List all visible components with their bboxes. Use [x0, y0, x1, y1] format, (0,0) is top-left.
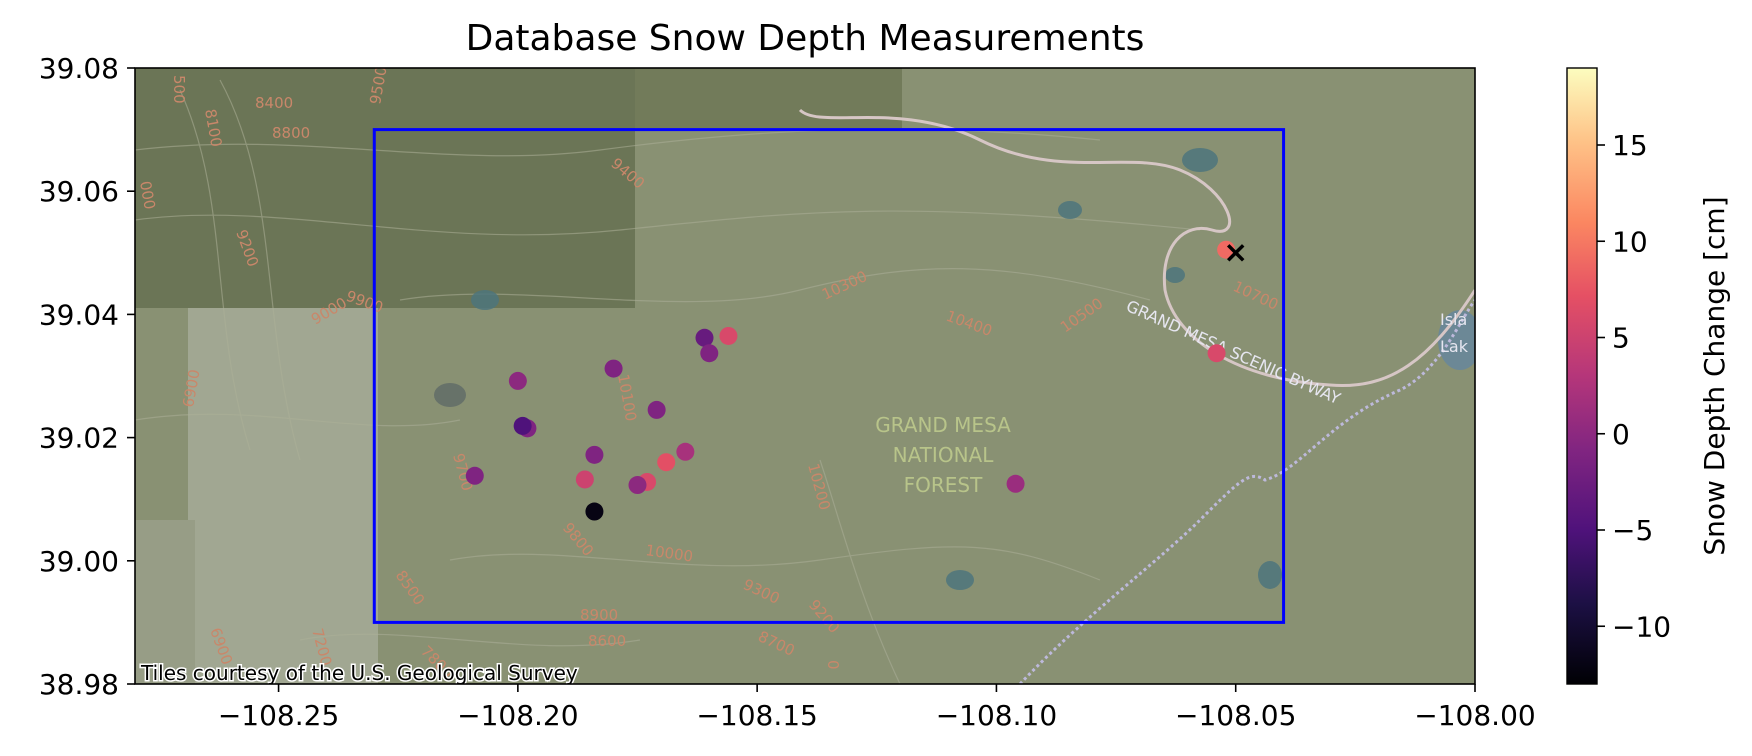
forest-label-line-1: GRAND MESA — [875, 413, 1011, 437]
contour-label: 8800 — [272, 124, 310, 142]
forest-label: GRAND MESA NATIONAL FOREST — [875, 413, 1011, 497]
y-tick-label: 39.00 — [39, 545, 119, 578]
measurement-point — [695, 328, 714, 347]
x-axis: −108.25 −108.20 −108.15 −108.10 −108.05 −108.… — [218, 684, 1536, 732]
contour-label: 500 — [170, 75, 188, 104]
measurement-point — [657, 453, 676, 472]
contour-lines — [135, 79, 1201, 684]
basemap-light-tile — [188, 308, 378, 684]
y-tick-label: 39.02 — [39, 422, 119, 455]
plot-frame — [134, 67, 1476, 685]
colorbar-tick-label: 10 — [1612, 225, 1648, 258]
forest-label-line-2: NATIONAL — [893, 443, 995, 467]
measurement-point — [1207, 344, 1226, 363]
x-tick-label: −108.15 — [696, 699, 817, 732]
measurement-point — [508, 371, 527, 390]
colorbar-tick-label: −10 — [1612, 610, 1671, 643]
colorbar-tick-label: 5 — [1612, 322, 1630, 355]
y-tick-label: 38.98 — [39, 668, 119, 701]
measurement-point — [575, 470, 594, 489]
contour-label: 000 — [136, 180, 159, 211]
colorbar — [1566, 67, 1598, 685]
x-marker — [1226, 244, 1245, 262]
measurement-points — [465, 240, 1236, 521]
forest-label-line-3: FOREST — [904, 473, 983, 497]
tile-haze — [135, 68, 1475, 684]
measurement-point — [1006, 474, 1025, 493]
x-tick-label: −108.05 — [1175, 699, 1296, 732]
measurement-point — [628, 476, 647, 495]
y-tick-label: 39.06 — [39, 175, 119, 208]
trail — [1018, 299, 1475, 684]
measurement-point — [604, 359, 623, 378]
measurement-point — [647, 400, 666, 419]
y-tick-label: 39.08 — [39, 52, 119, 85]
lake-label-line-2: Lak — [1440, 337, 1469, 356]
contour-label: 8600 — [588, 632, 626, 650]
study-area-box — [372, 128, 1286, 624]
colorbar-axis: −10 −5 0 5 10 15 — [1597, 129, 1671, 643]
y-tick-label: 39.04 — [39, 298, 119, 331]
x-tick-label: −108.00 — [1414, 699, 1535, 732]
contour-label: 8400 — [255, 94, 293, 112]
x-tick-label: −108.25 — [218, 699, 339, 732]
measurement-point — [585, 445, 604, 464]
lake-label-line-1: Isla — [1440, 310, 1467, 329]
basemap-dark-tile — [135, 68, 635, 308]
basemap: GRAND MESA NATIONAL FOREST GRAND MESA SC… — [135, 68, 1475, 685]
tile-credit: Tiles courtesy of the U.S. Geological Su… — [140, 661, 578, 685]
colorbar-tick-label: 15 — [1612, 129, 1648, 162]
scenic-byway — [798, 108, 1475, 388]
contour-label: 0 — [824, 660, 842, 670]
measurement-point — [465, 466, 484, 485]
measurement-point — [700, 344, 719, 363]
lakes — [434, 148, 1475, 590]
measurement-point — [513, 416, 532, 435]
basemap-light-tile-2 — [135, 520, 195, 684]
y-axis: 38.98 39.00 39.02 39.04 39.06 39.08 — [39, 52, 135, 701]
x-marker-stroke — [1226, 244, 1245, 262]
colorbar-tick-label: 0 — [1612, 418, 1630, 451]
contour-label: 8900 — [580, 606, 618, 624]
measurement-point — [1217, 240, 1236, 259]
colorbar-tick-label: −5 — [1612, 514, 1653, 547]
measurement-point — [676, 442, 695, 461]
x-tick-label: −108.10 — [936, 699, 1057, 732]
chart-title: Database Snow Depth Measurements — [466, 18, 1145, 59]
x-tick-label: −108.20 — [457, 699, 578, 732]
colorbar-label: Snow Depth Change [cm] — [1698, 196, 1731, 555]
measurement-point — [585, 502, 604, 521]
measurement-point — [719, 326, 738, 345]
